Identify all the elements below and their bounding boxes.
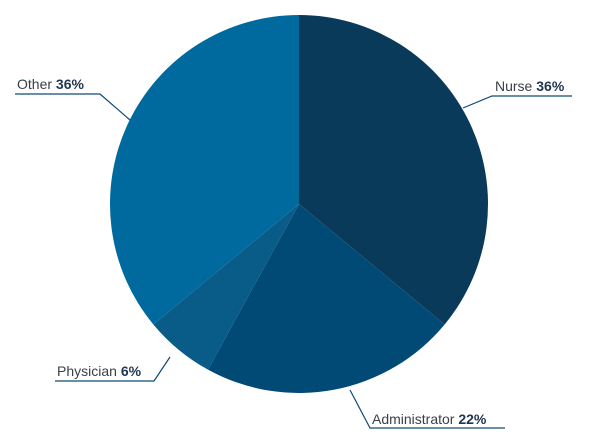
slice-label-other: Other 36% bbox=[17, 76, 84, 92]
callout-nurse: Nurse 36% bbox=[462, 78, 572, 109]
pie-slice-nurse bbox=[299, 15, 488, 325]
leader-line-other bbox=[15, 93, 131, 121]
slice-value-physician: 6% bbox=[121, 363, 142, 379]
slice-label-nurse: Nurse 36% bbox=[495, 78, 565, 94]
pie-slice-administrator bbox=[207, 204, 445, 393]
slice-value-administrator: 22% bbox=[458, 411, 487, 427]
pie-slice-physician bbox=[153, 204, 299, 370]
pie-slices bbox=[110, 15, 488, 393]
slice-value-other: 36% bbox=[56, 76, 85, 92]
leader-line-physician bbox=[55, 356, 171, 382]
slice-label-administrator: Administrator 22% bbox=[372, 411, 487, 427]
callout-administrator: Administrator 22% bbox=[349, 389, 505, 429]
slice-value-nurse: 36% bbox=[536, 78, 565, 94]
callout-physician: Physician 6% bbox=[55, 356, 171, 382]
callout-other: Other 36% bbox=[15, 76, 131, 121]
leader-line-nurse bbox=[462, 95, 572, 109]
leader-line-administrator bbox=[349, 389, 505, 429]
pie-slice-other bbox=[110, 15, 299, 325]
slice-label-physician: Physician 6% bbox=[57, 363, 142, 379]
